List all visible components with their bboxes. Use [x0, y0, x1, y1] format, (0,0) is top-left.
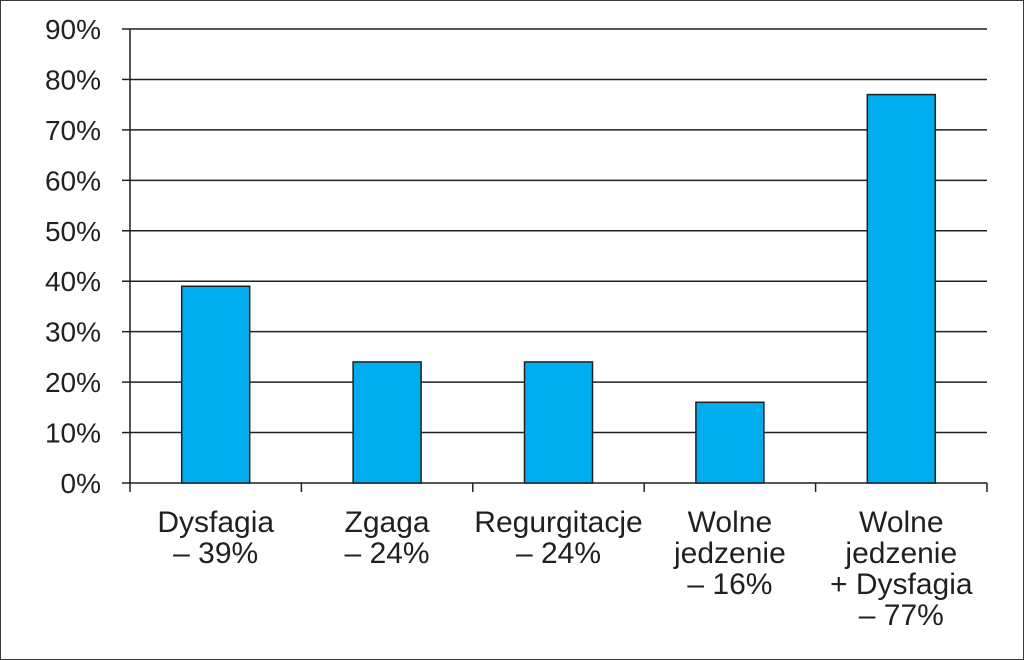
x-tick-label: Wolne — [859, 506, 944, 539]
bar — [180, 285, 251, 484]
bar — [523, 361, 594, 484]
bar — [695, 401, 765, 484]
y-tick-label: 50% — [45, 216, 101, 247]
bar — [352, 361, 422, 484]
y-tick-label: 20% — [45, 367, 101, 398]
x-tick-label: Wolne — [688, 506, 773, 539]
y-tick-label: 10% — [45, 418, 101, 449]
x-tick-label: + Dysfagia — [830, 568, 973, 601]
x-tick-label: – 39% — [173, 537, 258, 570]
y-tick-label: 60% — [45, 165, 101, 196]
bar — [866, 93, 937, 484]
y-tick-label: 40% — [45, 266, 101, 297]
y-tick-label: 30% — [45, 317, 101, 348]
y-tick-label: 90% — [45, 14, 101, 45]
y-tick-label: 0% — [61, 468, 101, 499]
y-tick-label: 80% — [45, 64, 101, 95]
x-tick-label: Dysfagia — [157, 506, 274, 539]
y-tick-label: 70% — [45, 115, 101, 146]
x-tick-label: – 24% — [345, 537, 430, 570]
x-tick-label: Zgaga — [345, 506, 430, 539]
x-tick-label: – 16% — [687, 568, 772, 601]
x-tick-label: – 24% — [516, 537, 601, 570]
x-tick-label: jedzenie — [844, 537, 957, 570]
x-tick-label: jedzenie — [673, 537, 786, 570]
x-tick-label: Regurgitacje — [474, 506, 642, 539]
x-tick-label: – 77% — [859, 599, 944, 632]
